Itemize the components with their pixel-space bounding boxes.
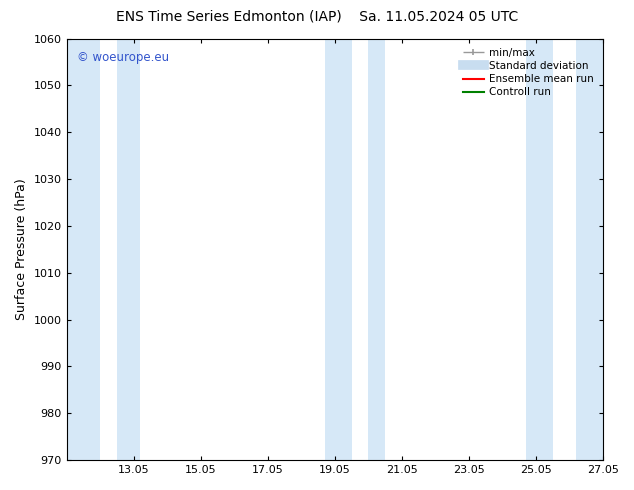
Bar [526, 39, 553, 460]
Text: © woeurope.eu: © woeurope.eu [77, 51, 169, 64]
Bar [576, 39, 603, 460]
Bar [325, 39, 352, 460]
Y-axis label: Surface Pressure (hPa): Surface Pressure (hPa) [15, 178, 28, 320]
Text: ENS Time Series Edmonton (IAP)    Sa. 11.05.2024 05 UTC: ENS Time Series Edmonton (IAP) Sa. 11.05… [116, 10, 518, 24]
Bar [67, 39, 100, 460]
Legend: min/max, Standard deviation, Ensemble mean run, Controll run: min/max, Standard deviation, Ensemble me… [459, 44, 598, 101]
Bar [117, 39, 140, 460]
Bar [368, 39, 385, 460]
